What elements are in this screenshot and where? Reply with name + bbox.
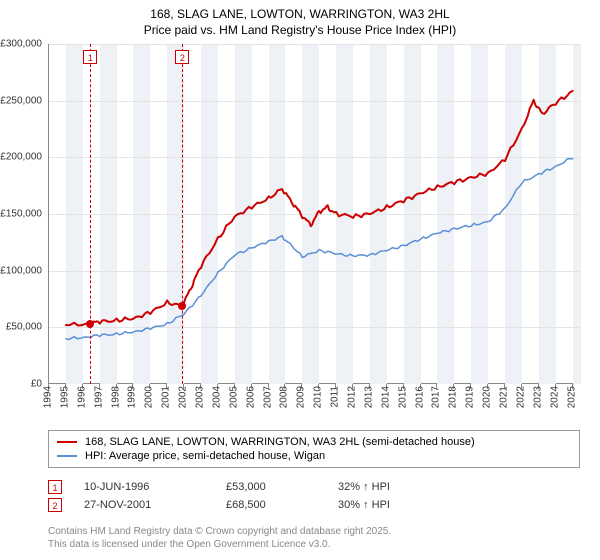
legend-item: HPI: Average price, semi-detached house,… — [57, 449, 571, 463]
x-axis-label: 2006 — [245, 386, 256, 408]
event-marker-box: 1 — [48, 480, 62, 494]
x-axis-label: 2003 — [195, 386, 206, 408]
x-axis-label: 1994 — [43, 386, 54, 408]
x-axis-label: 2016 — [414, 386, 425, 408]
event-price: £53,000 — [226, 481, 316, 493]
legend-swatch — [57, 441, 77, 443]
x-axis-label: 2004 — [211, 386, 222, 408]
y-axis-label: £250,000 — [0, 95, 42, 106]
event-marker-box: 1 — [83, 50, 97, 64]
event-date: 10-JUN-1996 — [84, 481, 204, 493]
x-axis-label: 2014 — [380, 386, 391, 408]
legend-swatch — [57, 455, 77, 457]
y-axis-label: £300,000 — [0, 39, 42, 50]
legend-label: 168, SLAG LANE, LOWTON, WARRINGTON, WA3 … — [85, 436, 475, 448]
event-row: 2 27-NOV-2001 £68,500 30% ↑ HPI — [48, 496, 580, 514]
plot-svg — [49, 44, 581, 384]
x-axis-label: 2025 — [566, 386, 577, 408]
x-axis-label: 2008 — [279, 386, 290, 408]
event-marker-box: 2 — [48, 498, 62, 512]
legend-label: HPI: Average price, semi-detached house,… — [85, 450, 325, 462]
x-axis-label: 2018 — [448, 386, 459, 408]
x-axis-label: 2017 — [431, 386, 442, 408]
x-axis-label: 2024 — [549, 386, 560, 408]
x-axis-label: 2002 — [178, 386, 189, 408]
x-axis-label: 2019 — [465, 386, 476, 408]
legend-item: 168, SLAG LANE, LOWTON, WARRINGTON, WA3 … — [57, 435, 571, 449]
chart-figure: 168, SLAG LANE, LOWTON, WARRINGTON, WA3 … — [0, 0, 600, 560]
y-axis-label: £0 — [31, 379, 42, 390]
chart-title: 168, SLAG LANE, LOWTON, WARRINGTON, WA3 … — [0, 0, 600, 38]
title-line-1: 168, SLAG LANE, LOWTON, WARRINGTON, WA3 … — [0, 6, 600, 22]
x-axis-label: 2021 — [499, 386, 510, 408]
x-axis-label: 2009 — [296, 386, 307, 408]
event-marker-box: 2 — [175, 50, 189, 64]
x-axis-label: 2022 — [515, 386, 526, 408]
footnote: Contains HM Land Registry data © Crown c… — [48, 525, 580, 551]
x-axis-label: 2007 — [262, 386, 273, 408]
plot-area-wrap: 12 £0£50,000£100,000£150,000£200,000£250… — [48, 44, 580, 384]
x-axis-label: 2013 — [363, 386, 374, 408]
event-hpi: 30% ↑ HPI — [338, 499, 580, 511]
x-axis-label: 1998 — [110, 386, 121, 408]
y-axis-label: £200,000 — [0, 152, 42, 163]
x-axis-label: 2001 — [161, 386, 172, 408]
y-axis-label: £150,000 — [0, 209, 42, 220]
y-axis-label: £100,000 — [0, 265, 42, 276]
x-axis-label: 2015 — [397, 386, 408, 408]
series-line — [66, 159, 573, 340]
x-axis-label: 2000 — [144, 386, 155, 408]
footnote-line: Contains HM Land Registry data © Crown c… — [48, 525, 580, 538]
event-row: 1 10-JUN-1996 £53,000 32% ↑ HPI — [48, 478, 580, 496]
event-marker-line — [182, 44, 183, 384]
x-axis-label: 2023 — [532, 386, 543, 408]
x-axis-label: 2011 — [330, 386, 341, 408]
plot-area: 12 — [48, 44, 580, 384]
x-axis-label: 1995 — [59, 386, 70, 408]
title-line-2: Price paid vs. HM Land Registry's House … — [0, 22, 600, 38]
event-hpi: 32% ↑ HPI — [338, 481, 580, 493]
event-marker-line — [90, 44, 91, 384]
x-axis-label: 2005 — [228, 386, 239, 408]
x-axis-label: 1997 — [93, 386, 104, 408]
x-axis-label: 2020 — [482, 386, 493, 408]
event-point — [178, 302, 186, 310]
event-point — [86, 320, 94, 328]
y-axis-label: £50,000 — [6, 322, 42, 333]
footnote-line: This data is licensed under the Open Gov… — [48, 538, 580, 551]
event-price: £68,500 — [226, 499, 316, 511]
x-axis-label: 1996 — [76, 386, 87, 408]
events-table: 1 10-JUN-1996 £53,000 32% ↑ HPI 2 27-NOV… — [48, 478, 580, 514]
event-date: 27-NOV-2001 — [84, 499, 204, 511]
x-axis-label: 2010 — [313, 386, 324, 408]
x-axis-label: 2012 — [347, 386, 358, 408]
series-line — [66, 91, 573, 326]
x-axis-label: 1999 — [127, 386, 138, 408]
legend-box: 168, SLAG LANE, LOWTON, WARRINGTON, WA3 … — [48, 430, 580, 468]
